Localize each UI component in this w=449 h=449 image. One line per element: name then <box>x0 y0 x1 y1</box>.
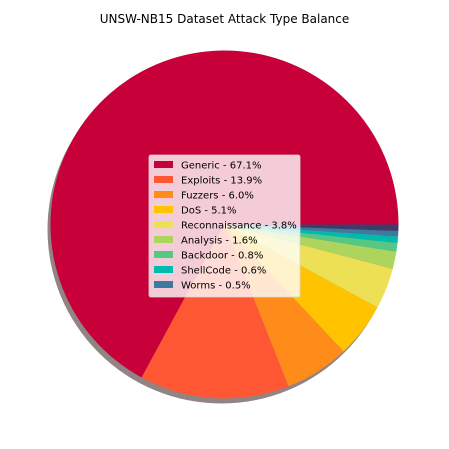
legend-label-fuzzers: Fuzzers - 6.0% <box>181 191 254 202</box>
legend-swatch-analysis <box>154 236 173 243</box>
legend-swatch-fuzzers <box>154 191 173 198</box>
legend: Generic - 67.1% Exploits - 13.9% Fuzzers -… <box>148 154 301 298</box>
legend-label-backdoor: Backdoor - 0.8% <box>181 251 263 262</box>
pie-slice-exploits <box>141 224 289 399</box>
legend-frame <box>148 154 301 298</box>
legend-label-exploits: Exploits - 13.9% <box>181 176 262 187</box>
legend-label-generic: Generic - 67.1% <box>181 161 262 172</box>
chart-title: UNSW-NB15 Dataset Attack Type Balance <box>100 12 350 26</box>
legend-label-reconnaissance: Reconnaissance - 3.8% <box>181 221 297 232</box>
legend-label-worms: Worms - 0.5% <box>181 281 251 292</box>
legend-label-dos: DoS - 5.1% <box>181 206 237 217</box>
legend-swatch-reconnaissance <box>154 221 173 228</box>
legend-swatch-worms <box>154 281 173 288</box>
legend-swatch-exploits <box>154 176 173 183</box>
legend-label-analysis: Analysis - 1.6% <box>181 236 258 247</box>
legend-label-shellcode: ShellCode - 0.6% <box>181 266 266 277</box>
legend-swatch-generic <box>154 161 173 168</box>
legend-swatch-dos <box>154 206 173 213</box>
legend-swatch-shellcode <box>154 266 173 273</box>
legend-swatch-backdoor <box>154 251 173 258</box>
